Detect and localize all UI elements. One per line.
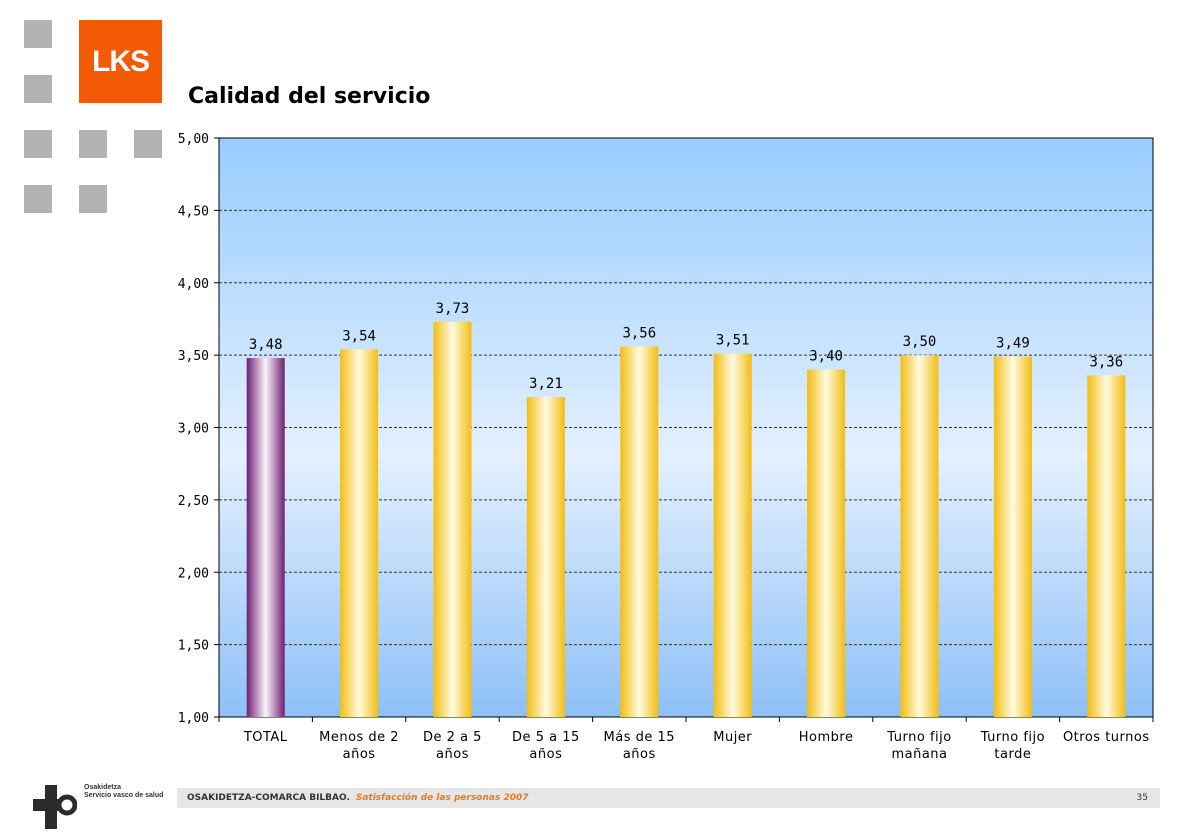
y-tick-label: 3,50 <box>178 349 209 364</box>
bar <box>900 355 939 717</box>
bar <box>993 356 1032 717</box>
decor-square <box>79 185 107 213</box>
y-tick-label: 1,50 <box>178 639 209 654</box>
x-category-label: Hombre <box>799 730 854 745</box>
x-category-label: Mujer <box>713 730 752 745</box>
x-category-label: Otros turnos <box>1063 730 1150 745</box>
decor-square <box>24 20 52 48</box>
data-label: 3,73 <box>436 301 470 317</box>
x-category-label: años <box>343 747 376 762</box>
x-category-label: mañana <box>891 747 947 762</box>
footer-org: OSAKIDETZA-COMARCA BILBAO. <box>187 793 350 803</box>
x-category-label: años <box>529 747 562 762</box>
footer-subtitle: Satisfacción de las personas 2007 <box>355 793 529 803</box>
x-category-label: tarde <box>994 747 1031 762</box>
y-tick-label: 2,50 <box>178 494 209 509</box>
x-category-label: De 2 a 5 <box>423 730 482 745</box>
osakidetza-logo-icon <box>33 785 77 829</box>
data-label: 3,54 <box>342 328 376 344</box>
data-label: 3,36 <box>1089 354 1123 370</box>
data-label: 3,50 <box>903 334 937 350</box>
y-tick-label: 5,00 <box>178 132 209 147</box>
page-title: Calidad del servicio <box>188 84 431 109</box>
bar <box>807 369 846 717</box>
y-tick-label: 3,00 <box>178 422 209 437</box>
page-number: 35 <box>1136 793 1148 803</box>
x-category-label: años <box>436 747 469 762</box>
x-category-label: TOTAL <box>243 730 288 745</box>
x-category-label: años <box>623 747 656 762</box>
footer-bar: OSAKIDETZA-COMARCA BILBAO. Satisfacción … <box>177 788 1160 808</box>
bar <box>246 358 285 717</box>
decor-square <box>24 130 52 158</box>
bar <box>713 353 752 717</box>
bar <box>620 346 659 717</box>
data-label: 3,49 <box>996 336 1030 352</box>
x-category-label: Más de 15 <box>604 730 676 745</box>
y-tick-label: 4,50 <box>178 204 209 219</box>
x-category-label: Turno fijo <box>980 730 1045 745</box>
lks-logo: LKS <box>79 20 162 103</box>
decor-square <box>24 185 52 213</box>
bar-chart: 1,00 1,50 2,00 2,50 3,00 3,50 4,00 4,50 5,00 3,4… <box>178 132 1154 762</box>
y-tick-label: 1,00 <box>178 711 209 726</box>
data-label: 3,40 <box>809 349 843 365</box>
bar <box>526 397 565 717</box>
data-label: 3,48 <box>249 337 283 353</box>
data-label: 3,56 <box>622 325 656 341</box>
data-label: 3,51 <box>716 333 750 349</box>
data-label: 3,21 <box>529 376 563 392</box>
x-category-label: Turno fijo <box>886 730 951 745</box>
x-category-label: De 5 a 15 <box>512 730 580 745</box>
y-tick-label: 2,00 <box>178 566 209 581</box>
bar <box>1087 375 1126 717</box>
decor-square <box>24 75 52 103</box>
decor-square <box>134 130 162 158</box>
decor-square <box>79 130 107 158</box>
y-tick-label: 4,00 <box>178 277 209 292</box>
osakidetza-label: Osakidetza Servicio vasco de salud <box>84 784 164 799</box>
x-category-label: Menos de 2 <box>319 730 399 745</box>
bar <box>340 349 379 717</box>
bar <box>433 321 472 717</box>
